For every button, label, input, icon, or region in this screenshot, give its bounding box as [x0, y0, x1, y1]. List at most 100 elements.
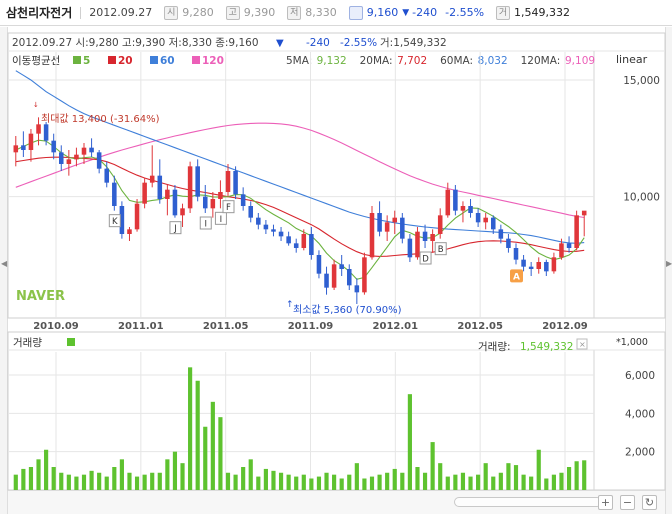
volume-bar — [316, 476, 322, 490]
volume-bar — [66, 474, 71, 490]
scale-mode-label[interactable]: linear — [616, 53, 648, 66]
plus-icon: + — [600, 496, 611, 509]
min-value-annotation: 최소값 5,360 (70.90%) — [293, 304, 402, 316]
quote-summary-bar: 삼천리자전거 2012.09.27 시 9,280 고 9,390 저 8,33… — [0, 0, 672, 26]
volume-bar — [354, 463, 359, 490]
candle-body — [324, 273, 329, 288]
candle-body — [225, 171, 231, 192]
candle-body — [445, 189, 451, 216]
volume-bar — [513, 465, 519, 490]
ma-readout-label: 60MA: — [440, 55, 473, 67]
volume-bar — [377, 474, 382, 490]
info-volume: 거:1,549,332 — [380, 37, 447, 49]
volume-bar — [112, 467, 117, 490]
event-flag-label: J — [173, 224, 177, 234]
ma-legend-swatch — [108, 56, 116, 64]
candle-body — [354, 285, 360, 293]
zoom-out-button[interactable]: − — [620, 495, 635, 510]
time-tick-label: 2011.01 — [118, 321, 164, 332]
volume-bar — [506, 463, 511, 490]
time-tick-label: 2011.09 — [288, 321, 334, 332]
ma-readout-value: 7,702 — [397, 55, 427, 67]
volume-bar — [309, 478, 314, 490]
candle-body — [104, 168, 110, 183]
candle-body — [134, 203, 140, 230]
volume-bar — [385, 472, 390, 490]
candle-body — [74, 154, 79, 160]
volume-bar — [256, 476, 261, 490]
volume-bar — [271, 470, 276, 490]
volume-bar — [574, 461, 579, 490]
candle-body — [195, 166, 200, 197]
volume-bar — [248, 459, 253, 490]
candle-body — [233, 171, 238, 195]
candle-body — [574, 215, 579, 248]
volume-current-label: 거래량: — [478, 341, 511, 353]
candlesticks — [13, 117, 587, 304]
candle-body — [96, 152, 102, 169]
scroll-left-icon[interactable]: ◀ — [1, 259, 8, 268]
candle-body — [142, 182, 147, 204]
candle-body — [422, 231, 428, 241]
volume-bar — [89, 470, 94, 490]
volume-bar — [119, 459, 124, 490]
volume-bar — [142, 474, 147, 490]
volume-panel-title: 거래량 — [13, 337, 42, 349]
candle-body — [256, 217, 261, 225]
divider — [80, 6, 82, 19]
candle-body — [157, 175, 163, 199]
volume-tick-label: 6,000 — [625, 370, 655, 382]
volume-bar — [468, 476, 473, 490]
candle-body — [66, 159, 72, 164]
candle-body — [551, 257, 557, 272]
candle-body — [377, 213, 382, 232]
volume-bar — [13, 474, 18, 490]
volume-tick-label: 2,000 — [625, 447, 655, 459]
stock-name: 삼천리자전거 — [6, 6, 73, 20]
candle-body — [460, 206, 466, 211]
ma-readout-value: 9,132 — [317, 55, 347, 67]
price-change: -240 — [412, 6, 438, 19]
candle-body — [293, 243, 299, 248]
candle-body — [415, 231, 420, 258]
scroll-right-icon[interactable]: ▶ — [666, 259, 672, 268]
zoom-in-button[interactable]: + — [598, 495, 613, 510]
candle-body — [331, 264, 337, 288]
candle-body — [498, 229, 504, 239]
candle-body — [81, 147, 87, 155]
volume-bar — [332, 474, 337, 490]
time-tick-label: 2012.05 — [457, 321, 503, 332]
volume-bar — [498, 472, 503, 490]
volume-panel-close-button[interactable] — [576, 338, 588, 350]
open-price-icon: 시 — [164, 5, 179, 20]
ma-line-20 — [15, 156, 585, 257]
time-tick-label: 2010.09 — [33, 321, 79, 332]
info-change-percent: -2.55% — [340, 37, 377, 49]
candle-body — [180, 208, 185, 216]
candle-body — [271, 229, 276, 232]
volume-bar — [59, 472, 64, 490]
candle-body — [187, 166, 193, 209]
candle-body — [475, 213, 481, 223]
event-flag-label: I — [205, 220, 208, 230]
time-tick-label: 2011.05 — [203, 321, 249, 332]
chart-range-scrollbar[interactable] — [454, 497, 602, 507]
candle-body — [400, 217, 405, 239]
high-price: 9,390 — [243, 6, 276, 19]
ma-readout-label: 20MA: — [360, 55, 393, 67]
volume-bar — [324, 472, 329, 490]
candle-body — [483, 217, 488, 223]
volume-bar — [294, 476, 299, 490]
candle-body — [112, 182, 117, 206]
volume-bar — [491, 476, 496, 490]
open-price: 9,280 — [182, 6, 214, 19]
candle-body — [407, 238, 413, 258]
refresh-icon: ↻ — [644, 496, 655, 509]
reset-button[interactable]: ↻ — [642, 495, 657, 510]
close-icon: × — [579, 340, 586, 349]
candle-body — [369, 213, 375, 258]
down-arrow-icon: ▼ — [402, 7, 410, 18]
event-flag-box — [419, 251, 432, 265]
volume-value: 1,549,332 — [514, 6, 571, 19]
